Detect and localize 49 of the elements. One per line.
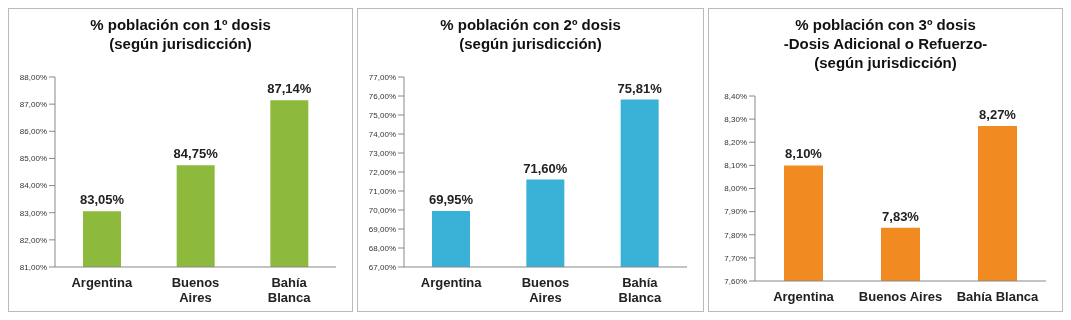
y-tick-label: 88,00% <box>19 72 47 82</box>
x-tick-label: Buenos Aires <box>858 289 943 304</box>
data-label: 69,95% <box>428 191 474 207</box>
y-tick-label: 85,00% <box>19 154 47 164</box>
y-tick-label: 87,00% <box>19 99 47 109</box>
x-tick-label: Buenos Aires <box>171 275 220 305</box>
chart-title: % población con 3º dosis -Dosis Adicional o Refuerzo- (según jurisdicción) <box>782 15 989 72</box>
y-tick-label: 72,00% <box>368 167 396 177</box>
y-tick-label: 7,90% <box>724 207 747 217</box>
y-tick-label: 7,60% <box>724 276 747 286</box>
chart-title: % población con 2º dosis (según jurisdicción) <box>439 15 622 53</box>
data-label: 8,27% <box>979 107 1017 123</box>
data-label: 7,83% <box>882 208 920 224</box>
chart-title: % población con 1º dosis (según jurisdicción) <box>89 15 272 53</box>
data-label: 71,60% <box>523 160 568 176</box>
x-tick-label: Argentina <box>420 275 483 290</box>
x-tick-label: Bahía Blanca <box>618 275 662 305</box>
x-tick-label: Bahía Blanca <box>956 289 1040 304</box>
y-tick-label: 70,00% <box>368 205 396 215</box>
y-tick-label: 68,00% <box>368 243 396 253</box>
y-tick-label: 8,20% <box>724 138 747 148</box>
data-label: 75,81% <box>617 80 663 96</box>
y-tick-label: 67,00% <box>368 262 396 272</box>
x-tick-label: Bahía Blanca <box>267 275 312 305</box>
y-tick-label: 76,00% <box>368 91 396 101</box>
y-tick-label: 71,00% <box>368 186 396 196</box>
x-tick-label: Argentina <box>773 289 835 304</box>
y-tick-label: 69,00% <box>368 224 396 234</box>
y-tick-label: 77,00% <box>368 72 396 82</box>
x-tick-label: Buenos Aires <box>521 275 570 305</box>
y-tick-label: 8,00% <box>724 184 747 194</box>
y-tick-label: 74,00% <box>368 129 396 139</box>
y-tick-label: 75,00% <box>368 110 396 120</box>
y-tick-label: 8,30% <box>724 114 747 124</box>
x-tick-label: Argentina <box>71 275 133 290</box>
data-label: 8,10% <box>785 146 823 162</box>
data-label: 84,75% <box>173 146 219 162</box>
data-label: 87,14% <box>267 81 312 97</box>
y-tick-label: 83,00% <box>19 208 47 218</box>
y-tick-label: 81,00% <box>19 262 47 272</box>
y-tick-label: 7,70% <box>724 253 747 263</box>
y-tick-label: 7,80% <box>724 230 747 240</box>
y-tick-label: 73,00% <box>368 148 396 158</box>
data-label: 83,05% <box>79 192 125 208</box>
y-tick-label: 82,00% <box>19 235 47 245</box>
y-tick-label: 86,00% <box>19 127 47 137</box>
y-tick-label: 8,10% <box>724 161 747 171</box>
y-tick-label: 8,40% <box>724 91 747 101</box>
y-tick-label: 84,00% <box>19 181 47 191</box>
